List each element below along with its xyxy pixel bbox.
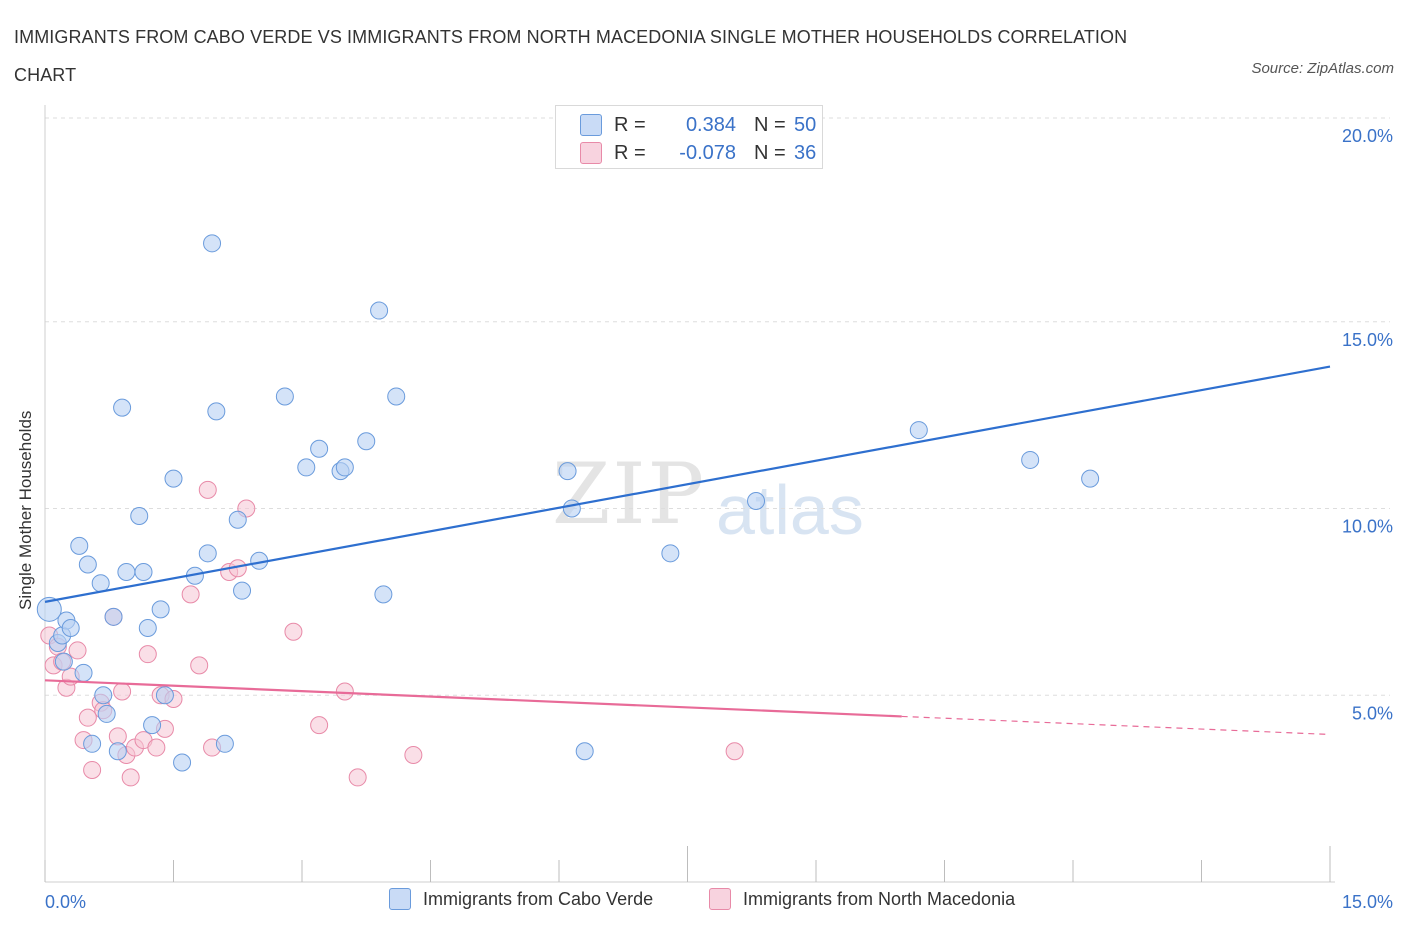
legend-swatch-blue <box>580 114 602 136</box>
data-point-cabo-verde <box>374 585 393 604</box>
data-point-cabo-verde <box>78 555 97 574</box>
legend-label-north-macedonia: Immigrants from North Macedonia <box>743 888 1016 909</box>
y-tick-label: 5.0% <box>1352 703 1393 723</box>
data-point-cabo-verde <box>117 562 136 581</box>
x-tick-label: 15.0% <box>1342 892 1393 912</box>
data-point-north-macedonia <box>335 682 354 701</box>
tick-labels: 5.0% 10.0% 15.0% 20.0% 0.0% 15.0% <box>45 126 1393 912</box>
data-point-cabo-verde <box>909 421 928 440</box>
data-point-cabo-verde <box>108 742 127 761</box>
data-point-cabo-verde <box>207 402 226 421</box>
data-point-cabo-verde <box>94 686 113 705</box>
data-point-cabo-verde <box>562 499 581 518</box>
data-point-cabo-verde <box>275 387 294 406</box>
data-point-north-macedonia <box>725 742 744 761</box>
data-point-cabo-verde <box>198 544 217 563</box>
y-tick-label: 10.0% <box>1342 517 1393 537</box>
data-point-cabo-verde <box>558 462 577 481</box>
data-point-cabo-verde <box>155 686 174 705</box>
legend-swatch-pink <box>709 888 731 910</box>
data-point-cabo-verde <box>747 492 766 511</box>
data-point-cabo-verde <box>61 619 80 638</box>
data-point-cabo-verde <box>370 301 389 320</box>
data-point-cabo-verde <box>164 469 183 488</box>
data-point-north-macedonia <box>147 738 166 757</box>
axes <box>44 105 1335 883</box>
y-tick-label: 20.0% <box>1342 126 1393 146</box>
stats-legend: R = 0.384 N = 50 R = -0.078 N = 36 <box>555 105 823 169</box>
chart-title: IMMIGRANTS FROM CABO VERDE VS IMMIGRANTS… <box>14 27 1128 85</box>
legend-n-value: 36 <box>794 141 817 164</box>
legend-r-value: 0.384 <box>685 113 736 136</box>
data-point-cabo-verde <box>215 734 234 753</box>
data-point-cabo-verde <box>134 562 153 581</box>
data-point-north-macedonia <box>83 760 102 779</box>
data-point-cabo-verde <box>54 652 73 671</box>
data-point-north-macedonia <box>284 622 303 641</box>
legend-swatch-blue <box>389 888 411 910</box>
data-point-cabo-verde <box>661 544 680 563</box>
legend-label-cabo-verde: Immigrants from Cabo Verde <box>423 888 654 909</box>
data-point-cabo-verde <box>387 387 406 406</box>
data-point-north-macedonia <box>121 768 140 787</box>
legend-r-label: R = <box>614 141 646 164</box>
data-point-cabo-verde <box>173 753 192 772</box>
data-point-north-macedonia <box>190 656 209 675</box>
x-tick-label: 0.0% <box>45 892 86 912</box>
data-point-cabo-verde <box>138 619 157 638</box>
data-point-cabo-verde <box>151 600 170 619</box>
legend-row-cabo-verde: R = 0.384 N = 50 <box>580 113 816 137</box>
data-point-north-macedonia <box>181 585 200 604</box>
legend-item-north-macedonia[interactable]: Immigrants from North Macedonia <box>709 888 1015 910</box>
legend-n-value: 50 <box>794 113 817 136</box>
data-point-cabo-verde <box>70 536 89 555</box>
data-point-cabo-verde <box>297 458 316 477</box>
data-point-cabo-verde <box>228 510 247 529</box>
legend-row-north-macedonia: R = -0.078 N = 36 <box>580 141 816 165</box>
grid-lines <box>45 117 1390 696</box>
series-cabo-verde-points <box>36 234 1100 772</box>
y-tick-label: 15.0% <box>1342 330 1393 350</box>
legend-item-cabo-verde[interactable]: Immigrants from Cabo Verde <box>389 888 653 910</box>
data-point-cabo-verde <box>575 742 594 761</box>
trend-line-north-macedonia <box>44 679 902 718</box>
y-axis-label: Single Mother Households <box>16 410 35 610</box>
legend-swatch-pink <box>580 142 602 164</box>
data-point-north-macedonia <box>68 641 87 660</box>
trend-lines <box>44 365 1331 736</box>
data-point-cabo-verde <box>310 439 329 458</box>
data-point-north-macedonia <box>113 682 132 701</box>
data-point-cabo-verde <box>130 506 149 525</box>
watermark-atlas: atlas <box>716 471 864 549</box>
data-point-cabo-verde <box>104 607 123 626</box>
trend-line-cabo-verde <box>44 365 1331 603</box>
data-point-cabo-verde <box>357 432 376 451</box>
data-point-north-macedonia <box>348 768 367 787</box>
source-label: Source: ZipAtlas.com <box>1251 60 1394 77</box>
data-point-cabo-verde <box>91 574 110 593</box>
legend-r-value: -0.078 <box>679 141 736 164</box>
data-point-cabo-verde <box>335 458 354 477</box>
data-point-cabo-verde <box>203 234 222 253</box>
data-point-north-macedonia <box>404 746 423 765</box>
data-point-cabo-verde <box>97 704 116 723</box>
legend-n-label: N = <box>754 141 786 164</box>
data-point-cabo-verde <box>74 663 93 682</box>
data-point-cabo-verde <box>83 734 102 753</box>
data-point-cabo-verde <box>36 596 62 622</box>
legend-r-label: R = <box>614 113 646 136</box>
data-point-north-macedonia <box>310 716 329 735</box>
data-point-north-macedonia <box>198 480 217 499</box>
series-legend: Immigrants from Cabo Verde Immigrants fr… <box>0 888 1406 916</box>
data-point-north-macedonia <box>78 708 97 727</box>
data-point-cabo-verde <box>1081 469 1100 488</box>
data-point-cabo-verde <box>233 581 252 600</box>
data-point-cabo-verde <box>1021 450 1040 469</box>
legend-n-label: N = <box>754 113 786 136</box>
data-point-cabo-verde <box>113 398 132 417</box>
trend-line-north-macedonia-extrapolated <box>901 715 1331 736</box>
data-point-north-macedonia <box>138 645 157 664</box>
data-point-cabo-verde <box>143 716 162 735</box>
